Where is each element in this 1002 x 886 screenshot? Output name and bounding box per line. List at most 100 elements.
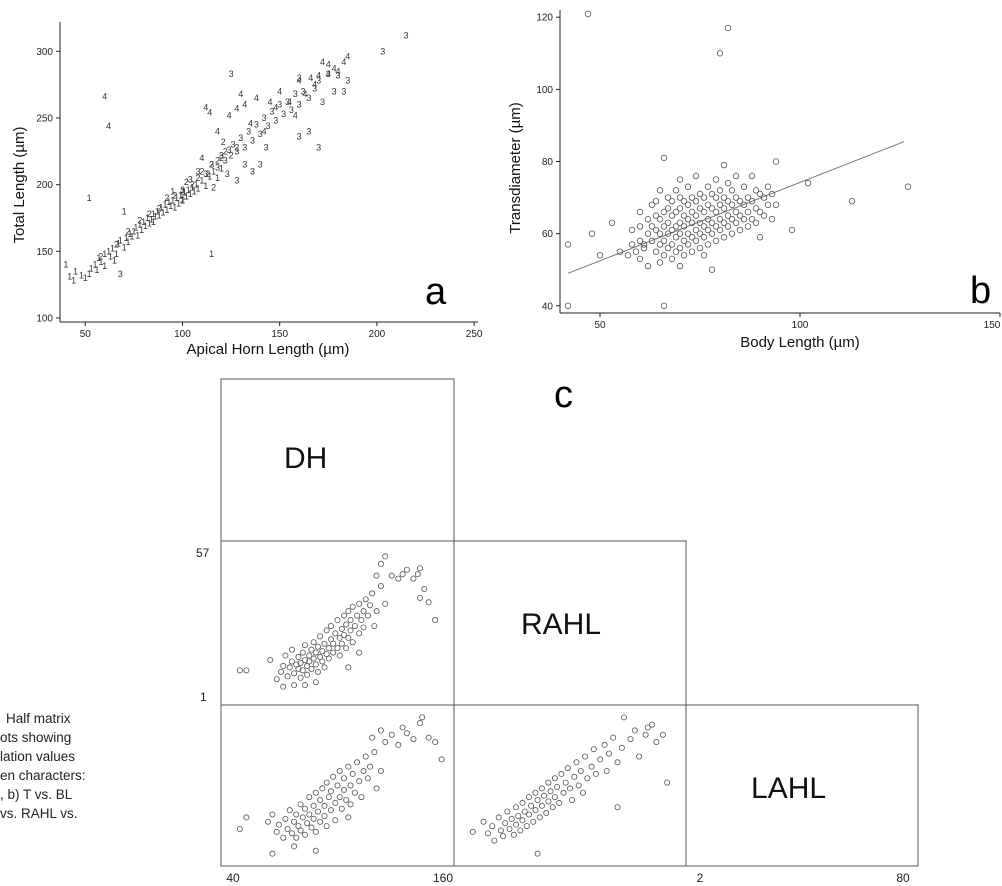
panel-c-point-lahl-vs-rahl: [534, 797, 541, 804]
panel-a-point-group-1: 1: [79, 270, 84, 280]
panel-c-point-lahl-vs-rahl: [534, 850, 541, 857]
panel-b-point: [684, 216, 692, 223]
panel-c-point-rahl-vs-dh: [314, 668, 321, 675]
panel-a-point-group-1: 1: [174, 193, 179, 203]
panel-c-point-lahl-vs-dh: [364, 775, 371, 782]
panel-b-point: [736, 197, 744, 205]
panel-c-point-rahl-vs-dh: [325, 645, 332, 652]
panel-a-point-group-1: 1: [122, 242, 127, 252]
caption-line: ots showing: [0, 730, 72, 745]
panel-c-point-lahl-vs-dh: [345, 814, 352, 821]
panel-c-point-lahl-vs-rahl: [551, 775, 558, 782]
panel-b-y-tick-label: 80: [542, 157, 554, 168]
panel-c-point-rahl-vs-dh: [314, 643, 321, 650]
panel-a-point-group-1: 1: [170, 186, 175, 196]
panel-b-point: [720, 161, 728, 169]
panel-c-point-rahl-vs-dh: [301, 657, 308, 664]
panel-c-point-rahl-vs-dh: [267, 657, 274, 664]
panel-a-x-tick-label: 150: [271, 329, 288, 340]
panel-a-point-group-3: 3: [289, 105, 294, 115]
panel-a-point-group-1: 1: [176, 198, 181, 208]
panel-c-point-lahl-vs-rahl: [523, 823, 530, 830]
panel-b-point: [692, 172, 700, 180]
panel-a-point-group-2: 2: [229, 150, 234, 160]
panel-c-point-lahl-vs-dh: [304, 820, 311, 827]
panel-b-point: [652, 226, 660, 234]
panel-c-point-rahl-vs-dh: [347, 627, 354, 634]
panel-b-point: [668, 212, 676, 219]
panel-c-points: [236, 553, 671, 857]
panel-b-point: [692, 197, 700, 205]
panel-c-point-lahl-vs-rahl: [554, 783, 561, 790]
panel-b-point: [664, 244, 672, 252]
panel-a-point-group-1: 1: [133, 222, 138, 232]
panel-b-point: [660, 302, 668, 309]
panel-c-point-rahl-vs-dh: [349, 603, 356, 610]
panel-a-point-group-3: 3: [219, 150, 224, 160]
panel-a-point-group-1: 1: [67, 272, 72, 282]
panel-a-point-group-1: 1: [172, 202, 177, 212]
panel-b-point: [712, 176, 720, 183]
panel-b-point: [696, 230, 704, 237]
panel-b-point: [684, 241, 692, 248]
panel-c-point-lahl-vs-dh: [265, 818, 272, 825]
panel-c-point-rahl-vs-dh: [288, 646, 295, 653]
panel-c-point-lahl-vs-rahl: [489, 823, 496, 830]
panel-b-point: [672, 208, 680, 216]
panel-b-point: [668, 197, 676, 205]
panel-c-point-rahl-vs-dh: [432, 617, 439, 624]
panel-c-point-lahl-vs-rahl: [532, 807, 539, 814]
panel-a-point-group-3: 3: [258, 160, 263, 170]
panel-a-point-group-4: 4: [248, 118, 253, 128]
panel-b-point: [672, 248, 680, 255]
panel-c-point-rahl-vs-dh: [377, 583, 384, 590]
panel-a-point-group-3: 3: [180, 185, 185, 195]
panel-c-point-lahl-vs-rahl: [551, 794, 558, 801]
panel-b-point: [660, 154, 668, 162]
panel-c-point-rahl-vs-dh: [345, 634, 352, 641]
caption-line: vs. RAHL vs.: [0, 806, 78, 821]
panel-a-point-group-3: 3: [225, 169, 230, 179]
panel-a-point-group-4: 4: [336, 66, 341, 76]
panel-c-point-rahl-vs-dh: [345, 664, 352, 671]
panel-c-point-rahl-vs-dh: [236, 667, 243, 674]
panel-a-point-group-1: 1: [182, 188, 187, 198]
panel-a-point-group-3: 3: [269, 106, 274, 116]
panel-c-point-lahl-vs-rahl: [497, 827, 504, 834]
panel-c-point-rahl-vs-dh: [410, 575, 417, 582]
panel-a-point-group-4: 4: [238, 89, 243, 99]
panel-a-point-group-3: 3: [118, 269, 123, 279]
panel-b-point: [624, 252, 632, 259]
panel-c-point-rahl-vs-dh: [280, 662, 287, 669]
panel-b-point: [700, 194, 708, 201]
panel-b-point: [688, 234, 696, 241]
panel-b-point: [652, 248, 660, 255]
panel-c-point-lahl-vs-rahl: [610, 734, 617, 741]
panel-c-point-lahl-vs-dh: [377, 768, 384, 775]
panel-c-point-lahl-vs-rahl: [631, 727, 638, 734]
panel-c-point-lahl-vs-dh: [293, 811, 300, 818]
panel-c-point-rahl-vs-dh: [356, 649, 363, 656]
panel-c-x-tick-2: 2: [697, 871, 704, 885]
panel-a-point-group-4: 4: [316, 70, 321, 80]
panel-a-point-group-1: 1: [73, 266, 78, 276]
panel-c-point-lahl-vs-dh: [343, 797, 350, 804]
panel-a-point-group-4: 4: [273, 102, 278, 112]
panel-a-point-group-1: 1: [184, 192, 189, 202]
panel-c-point-lahl-vs-rahl: [659, 731, 666, 738]
panel-c-point-lahl-vs-dh: [360, 768, 367, 775]
panel-c-point-rahl-vs-dh: [343, 621, 350, 628]
panel-b-point: [716, 187, 724, 194]
panel-b-point: [732, 194, 740, 201]
panel-b-point: [772, 201, 780, 208]
panel-c-point-lahl-vs-dh: [312, 789, 319, 796]
panel-c-point-rahl-vs-dh: [291, 682, 298, 689]
panel-c-point-rahl-vs-dh: [273, 676, 280, 683]
panel-c-point-lahl-vs-rahl: [562, 779, 569, 786]
panel-c-point-lahl-vs-rahl: [549, 804, 556, 811]
panel-b-point: [676, 262, 684, 270]
panel-a-point-group-3: 3: [312, 84, 317, 94]
panel-c-point-lahl-vs-dh: [371, 749, 378, 756]
panel-a-point-group-3: 3: [297, 73, 302, 83]
